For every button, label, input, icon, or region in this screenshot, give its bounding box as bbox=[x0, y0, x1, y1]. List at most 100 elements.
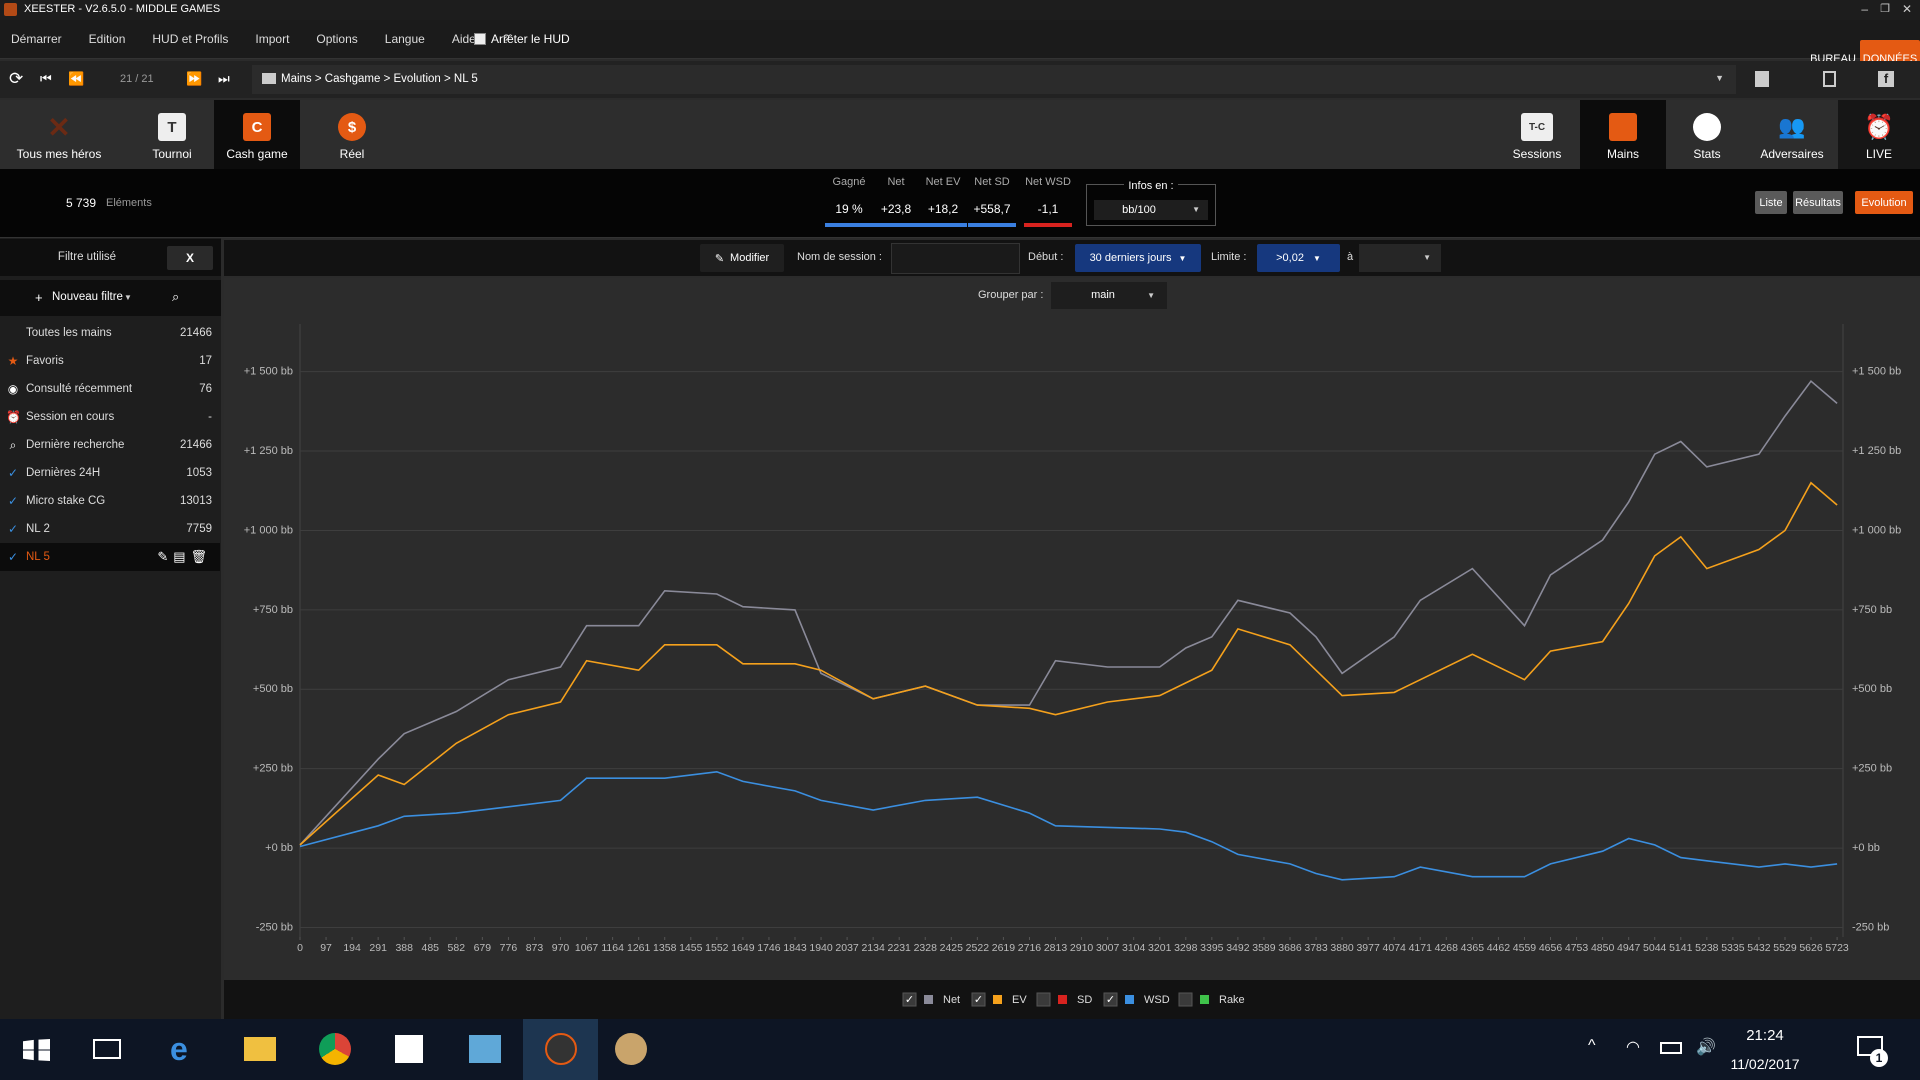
stat-underline bbox=[872, 223, 920, 227]
infos-box: Infos en : bb/100 ▼ bbox=[1086, 180, 1216, 226]
filter-item[interactable]: ◉ Consulté récemment 76 bbox=[0, 375, 220, 403]
filter-icon: ⌕ bbox=[9, 437, 17, 452]
limit-value: >0,02 bbox=[1276, 252, 1304, 264]
menu-item[interactable]: HUD et Profils bbox=[152, 32, 229, 46]
breadcrumb-arrow: ▼ bbox=[1715, 73, 1724, 83]
edge-icon[interactable]: e bbox=[170, 1031, 188, 1067]
infos-dropdown[interactable]: bb/100 ▼ bbox=[1094, 200, 1208, 220]
search-filter-button[interactable]: ⌕ bbox=[172, 289, 180, 304]
sessions-tool[interactable]: T-C Sessions bbox=[1494, 100, 1580, 169]
tool-icon: T bbox=[158, 113, 186, 141]
tool-label: LIVE bbox=[1865, 147, 1892, 161]
previous-button[interactable]: ⏪ bbox=[68, 71, 85, 86]
hud-checkbox[interactable] bbox=[474, 33, 486, 45]
chart-area bbox=[224, 278, 1920, 980]
window-title: XEESTER - V2.6.5.0 - MIDDLE GAMES bbox=[24, 3, 221, 15]
limit-max-dropdown[interactable]: ▼ bbox=[1359, 244, 1441, 272]
menu-item[interactable]: Options bbox=[316, 32, 358, 46]
next-button[interactable]: ⏩ bbox=[186, 71, 203, 86]
new-filter-button[interactable]: Nouveau filtre bbox=[52, 291, 123, 303]
tray-arrow[interactable]: ^ bbox=[1588, 1037, 1596, 1054]
group-label: Grouper par : bbox=[978, 289, 1044, 301]
tool-label: Tous mes héros bbox=[16, 147, 102, 161]
tournament-tool[interactable]: T Tournoi bbox=[129, 100, 215, 169]
filter-count: 1053 bbox=[186, 467, 212, 479]
maximize-button[interactable]: ❐ bbox=[1880, 3, 1890, 15]
notification-badge: 1 bbox=[1870, 1049, 1888, 1067]
session-input[interactable] bbox=[891, 243, 1020, 274]
legend-bar bbox=[224, 980, 1920, 1019]
last-button[interactable]: ⏭ bbox=[218, 71, 230, 86]
explorer-icon[interactable] bbox=[244, 1037, 276, 1061]
menu-item[interactable]: ? bbox=[502, 32, 510, 46]
menu-item[interactable]: Import bbox=[255, 32, 290, 46]
menu-item[interactable]: Démarrer bbox=[11, 32, 62, 46]
cash-tool[interactable]: C Cash game bbox=[214, 100, 300, 169]
clock-date: 11/02/2017 bbox=[1730, 1056, 1800, 1072]
opponents-tool[interactable]: 👥 Adversaires bbox=[1760, 114, 1824, 161]
filter-item[interactable]: Toutes les mains 21466 bbox=[0, 319, 220, 347]
filter-item[interactable]: ✓ NL 5 ✎▤🗑 bbox=[0, 543, 220, 571]
start-value: 30 derniers jours bbox=[1089, 252, 1172, 264]
menu-item[interactable]: Aide bbox=[451, 32, 476, 46]
paint-icon[interactable] bbox=[615, 1033, 647, 1065]
filter-item[interactable]: ⏰ Session en cours - bbox=[0, 403, 220, 431]
refresh-button[interactable]: ⟳ bbox=[9, 69, 24, 88]
filter-label: Session en cours bbox=[26, 411, 115, 423]
volume-icon[interactable]: 🔊 bbox=[1696, 1039, 1716, 1056]
live-tool[interactable]: ⏰ LIVE bbox=[1838, 100, 1920, 169]
first-button[interactable]: ⏮ bbox=[40, 71, 52, 86]
to-label: à bbox=[1347, 251, 1354, 263]
stats-tool[interactable]: Stats bbox=[1664, 100, 1750, 169]
stat-underline bbox=[825, 223, 873, 227]
hands-tool[interactable]: Mains bbox=[1580, 100, 1666, 169]
list-view-button[interactable]: Liste bbox=[1755, 191, 1787, 214]
stat-underline bbox=[968, 223, 1016, 227]
tool-label: Mains bbox=[1606, 147, 1639, 161]
stat-value: +18,2 bbox=[927, 202, 959, 216]
filter-label: NL 5 bbox=[26, 551, 50, 563]
chrome-icon[interactable] bbox=[319, 1033, 351, 1065]
filter-item[interactable]: ⌕ Dernière recherche 21466 bbox=[0, 431, 220, 459]
filter-clear-button[interactable]: X bbox=[167, 246, 213, 270]
stat-column: Net SD +558,7 bbox=[968, 176, 1016, 227]
evolution-view-button[interactable]: Evolution bbox=[1855, 191, 1913, 214]
limit-dropdown[interactable]: >0,02 ▼ bbox=[1257, 244, 1340, 272]
filter-label: Dernières 24H bbox=[26, 467, 101, 479]
group-dropdown[interactable]: main ▼ bbox=[1051, 282, 1167, 309]
tool-label: Cash game bbox=[226, 147, 288, 161]
store-icon[interactable] bbox=[395, 1035, 423, 1063]
notes-button[interactable] bbox=[1823, 71, 1836, 87]
filter-item[interactable]: ★ Favoris 17 bbox=[0, 347, 220, 375]
minimize-button[interactable]: – bbox=[1861, 2, 1868, 16]
bookmark-button[interactable] bbox=[1755, 71, 1769, 87]
sidebar: Filtre utilisé X + Nouveau filtre ▼ ⌕ To… bbox=[0, 238, 221, 1019]
real-tool[interactable]: $ Réel bbox=[309, 100, 395, 169]
task-view-button[interactable] bbox=[93, 1039, 121, 1059]
results-view-button[interactable]: Résultats bbox=[1793, 191, 1843, 214]
breadcrumb-box[interactable]: Mains > Cashgame > Evolution > NL 5 ▼ bbox=[252, 65, 1736, 94]
tool-label: Réel bbox=[339, 147, 365, 161]
battery-icon[interactable] bbox=[1660, 1042, 1682, 1054]
menu-item[interactable]: Langue bbox=[384, 32, 425, 46]
breadcrumb: Mains > Cashgame > Evolution > NL 5 bbox=[281, 73, 478, 85]
heroes-tool[interactable]: ✕ Tous mes héros bbox=[16, 111, 102, 162]
start-dropdown[interactable]: 30 derniers jours ▼ bbox=[1075, 244, 1201, 272]
filter-icon: ◉ bbox=[7, 382, 19, 396]
facebook-button[interactable]: f bbox=[1878, 71, 1894, 87]
menu-item[interactable]: Edition bbox=[88, 32, 126, 46]
filter-item[interactable]: ✓ Micro stake CG 13013 bbox=[0, 487, 220, 515]
modify-button[interactable]: ✎ Modifier bbox=[700, 244, 784, 272]
close-button[interactable]: ✕ bbox=[1901, 2, 1912, 16]
tool-label: Tournoi bbox=[152, 147, 192, 161]
tool-label: Sessions bbox=[1512, 147, 1562, 161]
filter-item[interactable]: ✓ Dernières 24H 1053 bbox=[0, 459, 220, 487]
infos-value: bb/100 bbox=[1122, 204, 1156, 216]
xeester-task[interactable] bbox=[523, 1019, 598, 1080]
hud-toggle[interactable]: Arrêter le HUD bbox=[491, 32, 570, 46]
app-icon-taskbar[interactable] bbox=[469, 1035, 501, 1063]
filter-item[interactable]: ✓ NL 2 7759 bbox=[0, 515, 220, 543]
network-icon[interactable]: ◠ bbox=[1626, 1039, 1640, 1056]
filter-icon: ✓ bbox=[7, 466, 19, 480]
